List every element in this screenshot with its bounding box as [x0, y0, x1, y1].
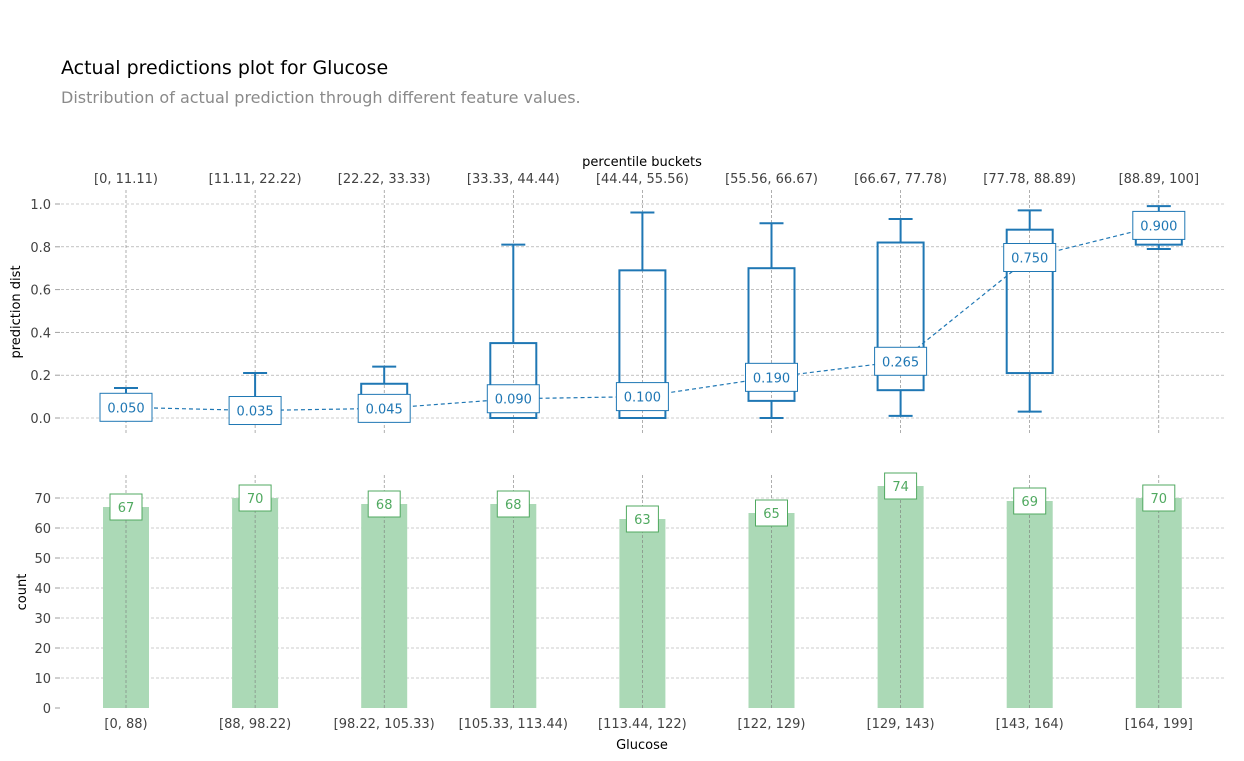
- median-label-box: [99, 392, 153, 422]
- median-label: 0.050: [107, 401, 144, 416]
- percentile-bucket-label: [88.89, 100]: [1119, 172, 1199, 187]
- median-label: 0.045: [366, 402, 403, 417]
- percentile-bucket-label: [55.56, 66.67): [725, 172, 818, 187]
- median-label: 0.265: [882, 355, 919, 370]
- count-label-box: [755, 499, 788, 527]
- median-label: 0.090: [495, 393, 532, 408]
- median-label: 0.100: [624, 391, 661, 406]
- percentile-bucket-label: [0, 11.11): [94, 172, 158, 187]
- bar-ytick-label: 60: [34, 522, 51, 537]
- box-iqr: [1005, 228, 1054, 375]
- count-label: 68: [505, 498, 522, 513]
- count-label-box: [367, 490, 401, 518]
- top-axis-label: percentile buckets: [582, 155, 702, 170]
- glucose-bucket-label: [113.44, 122): [598, 717, 687, 732]
- median-label-box: [486, 384, 540, 414]
- median-label-box: [1132, 210, 1186, 240]
- glucose-bucket-label: [164, 199]: [1125, 717, 1193, 732]
- count-label: 68: [376, 498, 393, 513]
- percentile-bucket-label: [22.22, 33.33): [338, 172, 431, 187]
- count-label: 74: [892, 480, 909, 495]
- chart-title: Actual predictions plot for Glucose: [61, 57, 389, 79]
- bar-ytick-label: 50: [34, 552, 51, 567]
- count-label-box: [496, 490, 530, 518]
- median-label-box: [874, 346, 928, 376]
- box-ytick-label: 0.8: [30, 241, 51, 256]
- median-label-box: [357, 393, 411, 423]
- box-ytick-label: 0.2: [30, 369, 51, 384]
- count-label-box: [1142, 484, 1176, 512]
- median-label-box: [1003, 243, 1057, 272]
- percentile-bucket-label: [11.11, 22.22): [209, 172, 302, 187]
- box-ytick-label: 0.6: [30, 284, 51, 299]
- bar-ytick-label: 70: [34, 492, 51, 507]
- median-label-box: [745, 362, 798, 392]
- box-iqr: [876, 241, 925, 392]
- count-label-box: [109, 493, 143, 521]
- count-label: 69: [1021, 495, 1038, 510]
- bar-y-axis-label: count: [15, 574, 30, 611]
- glucose-bucket-label: [122, 129): [737, 717, 805, 732]
- box-ytick-label: 0.4: [30, 326, 51, 341]
- bar-ytick-label: 20: [34, 642, 51, 657]
- percentile-bucket-label: [44.44, 55.56): [596, 172, 689, 187]
- bar-ytick-label: 30: [34, 612, 51, 627]
- box-iqr: [747, 267, 796, 402]
- box-ytick-label: 1.0: [30, 198, 51, 213]
- percentile-bucket-label: [77.78, 88.89): [983, 172, 1076, 187]
- count-label: 70: [1151, 492, 1168, 507]
- count-label-box: [238, 484, 272, 512]
- percentile-bucket-label: [66.67, 77.78): [854, 172, 947, 187]
- glucose-bucket-label: [88, 98.22): [219, 717, 291, 732]
- bar-ytick-label: 40: [34, 582, 51, 597]
- glucose-bucket-label: [98.22, 105.33): [334, 717, 435, 732]
- count-label-box: [1013, 487, 1047, 515]
- box-iqr: [618, 269, 667, 419]
- median-label-box: [228, 396, 282, 426]
- median-label: 0.750: [1011, 252, 1048, 267]
- count-label: 63: [634, 513, 651, 528]
- glucose-bucket-label: [129, 143): [867, 717, 935, 732]
- glucose-bucket-label: [0, 88): [104, 717, 147, 732]
- glucose-bucket-label: [105.33, 113.44): [459, 717, 568, 732]
- count-label: 65: [763, 507, 780, 522]
- median-label-box: [615, 382, 669, 412]
- median-label: 0.035: [236, 405, 273, 420]
- median-label: 0.900: [1140, 219, 1177, 234]
- bottom-axis-label: Glucose: [616, 738, 668, 753]
- bar-ytick-label: 0: [43, 702, 51, 717]
- median-label: 0.190: [753, 371, 790, 386]
- chart-subtitle: Distribution of actual prediction throug…: [61, 88, 581, 107]
- percentile-bucket-label: [33.33, 44.44): [467, 172, 560, 187]
- box-y-axis-label: prediction dist: [9, 265, 24, 358]
- count-label-box: [884, 472, 918, 500]
- box-ytick-label: 0.0: [30, 412, 51, 427]
- box-iqr: [489, 342, 538, 420]
- bar-ytick-label: 10: [34, 672, 51, 687]
- count-label: 70: [247, 492, 264, 507]
- glucose-bucket-label: [143, 164): [996, 717, 1064, 732]
- count-label-box: [625, 505, 659, 533]
- count-label: 67: [118, 501, 135, 516]
